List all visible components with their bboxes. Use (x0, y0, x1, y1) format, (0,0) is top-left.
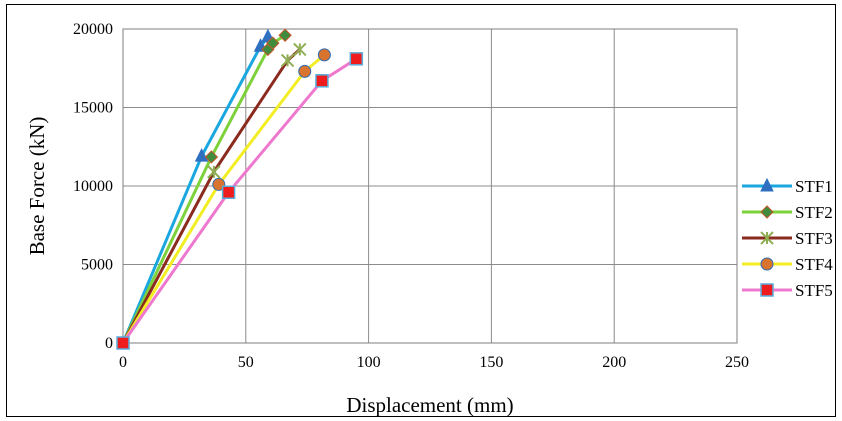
chart-frame (6, 4, 836, 417)
data-point-stf2 (204, 150, 219, 164)
data-point-stf3 (280, 53, 295, 68)
plot-area (122, 28, 738, 344)
x-tick-label: 100 (357, 354, 381, 371)
legend-marker (760, 283, 774, 297)
data-point-stf2 (266, 36, 280, 50)
data-point-stf4 (212, 177, 226, 191)
y-axis-title: Base Force (kN) (25, 117, 49, 256)
data-point-stf5 (116, 336, 130, 350)
legend-item-stf2: STF2 (742, 203, 833, 222)
x-tick-label: 150 (479, 354, 503, 371)
y-tick-label: 15000 (73, 100, 113, 117)
data-point-stf4 (298, 64, 312, 78)
series-line-stf4 (121, 53, 326, 344)
y-tick-label: 0 (105, 335, 113, 352)
legend-marker (760, 257, 774, 271)
legend-label: STF5 (795, 281, 833, 300)
data-point-stf5 (349, 52, 364, 66)
data-point-stf5 (315, 74, 329, 88)
legend-marker (760, 231, 774, 245)
data-point-stf3 (293, 42, 307, 57)
x-tick-labels: 0 50 100 150 200 250 (119, 354, 749, 371)
x-tick-label: 200 (602, 354, 626, 371)
legend-label: STF3 (795, 229, 833, 248)
data-point-stf3 (207, 165, 221, 179)
y-tick-label: 5000 (81, 257, 113, 274)
legend: STF1 STF2 STF3 STF4 STF5 (742, 177, 833, 300)
legend-item-stf4: STF4 (742, 255, 833, 274)
series-markers (116, 28, 364, 350)
data-point-stf1 (194, 148, 209, 162)
legend-label: STF2 (795, 203, 833, 222)
x-tick-label: 0 (119, 354, 127, 371)
data-point-stf2 (278, 28, 292, 42)
x-tick-label: 50 (238, 354, 254, 371)
legend-item-stf5: STF5 (742, 281, 833, 300)
legend-item-stf3: STF3 (742, 229, 833, 248)
data-point-stf5 (221, 185, 236, 200)
data-point-stf4 (317, 48, 331, 62)
legend-marker (760, 177, 774, 192)
legend-item-stf1: STF1 (742, 177, 833, 196)
y-tick-label: 20000 (73, 21, 113, 38)
y-tick-labels: 0 5000 10000 15000 20000 (73, 21, 113, 352)
x-tick-label: 250 (725, 354, 749, 371)
x-axis-title: Displacement (mm) (346, 393, 513, 417)
legend-label: STF1 (795, 177, 833, 196)
legend-label: STF4 (795, 255, 833, 274)
series-line-stf5 (121, 57, 358, 344)
legend-marker (760, 205, 774, 219)
y-tick-label: 10000 (73, 178, 113, 195)
